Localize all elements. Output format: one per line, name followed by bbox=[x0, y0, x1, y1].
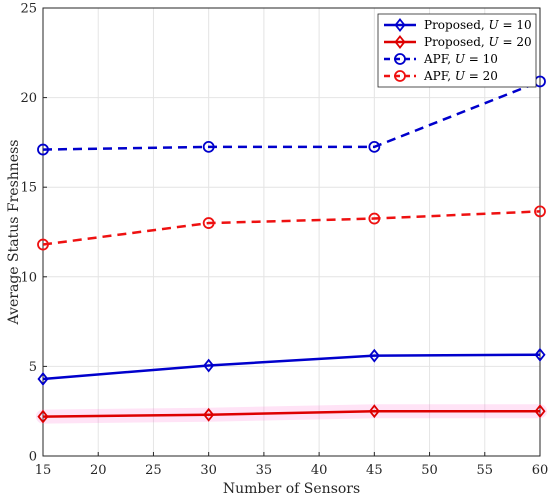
x-tick-label: 20 bbox=[90, 463, 107, 478]
data-point-marker bbox=[534, 404, 546, 419]
series-2 bbox=[36, 404, 547, 424]
legend-label-variable: U bbox=[455, 69, 466, 83]
data-point-marker bbox=[37, 409, 49, 424]
data-point-marker bbox=[534, 347, 546, 362]
plot-area-frame bbox=[42, 7, 541, 457]
legend-label-prefix: APF, bbox=[423, 69, 455, 83]
series-line bbox=[42, 353, 541, 381]
x-tick-label: 45 bbox=[366, 463, 383, 478]
legend-marker bbox=[394, 70, 406, 82]
legend-label-suffix: = 20 bbox=[465, 69, 498, 83]
legend-label-prefix: Proposed, bbox=[424, 18, 489, 32]
legend-label: Proposed, U = 20 bbox=[424, 35, 532, 49]
x-tick-label: 60 bbox=[532, 463, 549, 478]
legend-label-suffix: = 20 bbox=[499, 35, 532, 49]
x-axis-ticks: 15 20 25 30 35 40 45 50 55 60 bbox=[35, 452, 549, 478]
legend-label-variable: U bbox=[489, 35, 500, 49]
x-tick-label: 55 bbox=[477, 463, 494, 478]
data-point-marker bbox=[37, 372, 49, 386]
legend-label-suffix: = 10 bbox=[499, 18, 532, 32]
data-point-marker bbox=[368, 348, 380, 363]
series-4 bbox=[37, 205, 546, 251]
legend-label-suffix: = 10 bbox=[465, 52, 498, 66]
x-tick-label: 25 bbox=[145, 463, 162, 478]
y-tick-label: 20 bbox=[20, 91, 37, 106]
x-tick-label: 35 bbox=[256, 463, 273, 478]
x-tick-label: 30 bbox=[200, 463, 217, 478]
y-axis-label: Average Status Freshness bbox=[6, 140, 22, 326]
data-point-marker bbox=[368, 140, 381, 153]
data-point-marker bbox=[202, 217, 215, 229]
legend-entry: APF, U = 10 bbox=[384, 52, 498, 66]
legend-label-variable: U bbox=[455, 52, 466, 66]
legend-label-variable: U bbox=[489, 18, 500, 32]
y-tick-label: 15 bbox=[20, 181, 37, 196]
series-line bbox=[42, 210, 541, 246]
series-group bbox=[36, 75, 547, 424]
legend-label-prefix: APF, bbox=[423, 52, 455, 66]
data-point-marker bbox=[37, 238, 49, 251]
legend-label: APF, U = 10 bbox=[423, 52, 498, 66]
x-tick-label: 15 bbox=[35, 463, 52, 478]
y-axis-ticks: 0 5 10 15 20 25 bbox=[20, 2, 47, 465]
legend-label: Proposed, U = 10 bbox=[424, 18, 532, 32]
series-3 bbox=[37, 75, 546, 156]
x-tick-label: 50 bbox=[421, 463, 438, 478]
y-tick-label: 0 bbox=[29, 450, 37, 465]
y-tick-label: 5 bbox=[29, 360, 37, 375]
data-point-marker bbox=[368, 404, 380, 419]
series-line bbox=[42, 80, 541, 151]
data-point-marker bbox=[37, 143, 49, 156]
y-tick-label: 10 bbox=[20, 270, 37, 285]
legend-marker bbox=[394, 35, 406, 49]
data-point-marker bbox=[203, 407, 215, 422]
legend-marker bbox=[394, 18, 406, 32]
legend-entry: Proposed, U = 10 bbox=[384, 18, 532, 32]
x-tick-label: 40 bbox=[311, 463, 328, 478]
series-line bbox=[42, 409, 540, 418]
legend-label-prefix: Proposed, bbox=[424, 35, 489, 49]
series-1 bbox=[37, 347, 546, 386]
legend-entry: Proposed, U = 20 bbox=[384, 35, 532, 49]
legend-entry: APF, U = 20 bbox=[384, 69, 498, 83]
data-point-marker bbox=[368, 212, 381, 225]
data-point-marker bbox=[202, 140, 215, 153]
y-tick-label: 25 bbox=[20, 2, 37, 17]
legend-label: APF, U = 20 bbox=[423, 69, 498, 83]
data-point-marker bbox=[203, 358, 215, 373]
x-axis-label: Number of Sensors bbox=[223, 481, 360, 497]
data-point-marker bbox=[534, 205, 546, 218]
legend-marker bbox=[394, 53, 406, 65]
